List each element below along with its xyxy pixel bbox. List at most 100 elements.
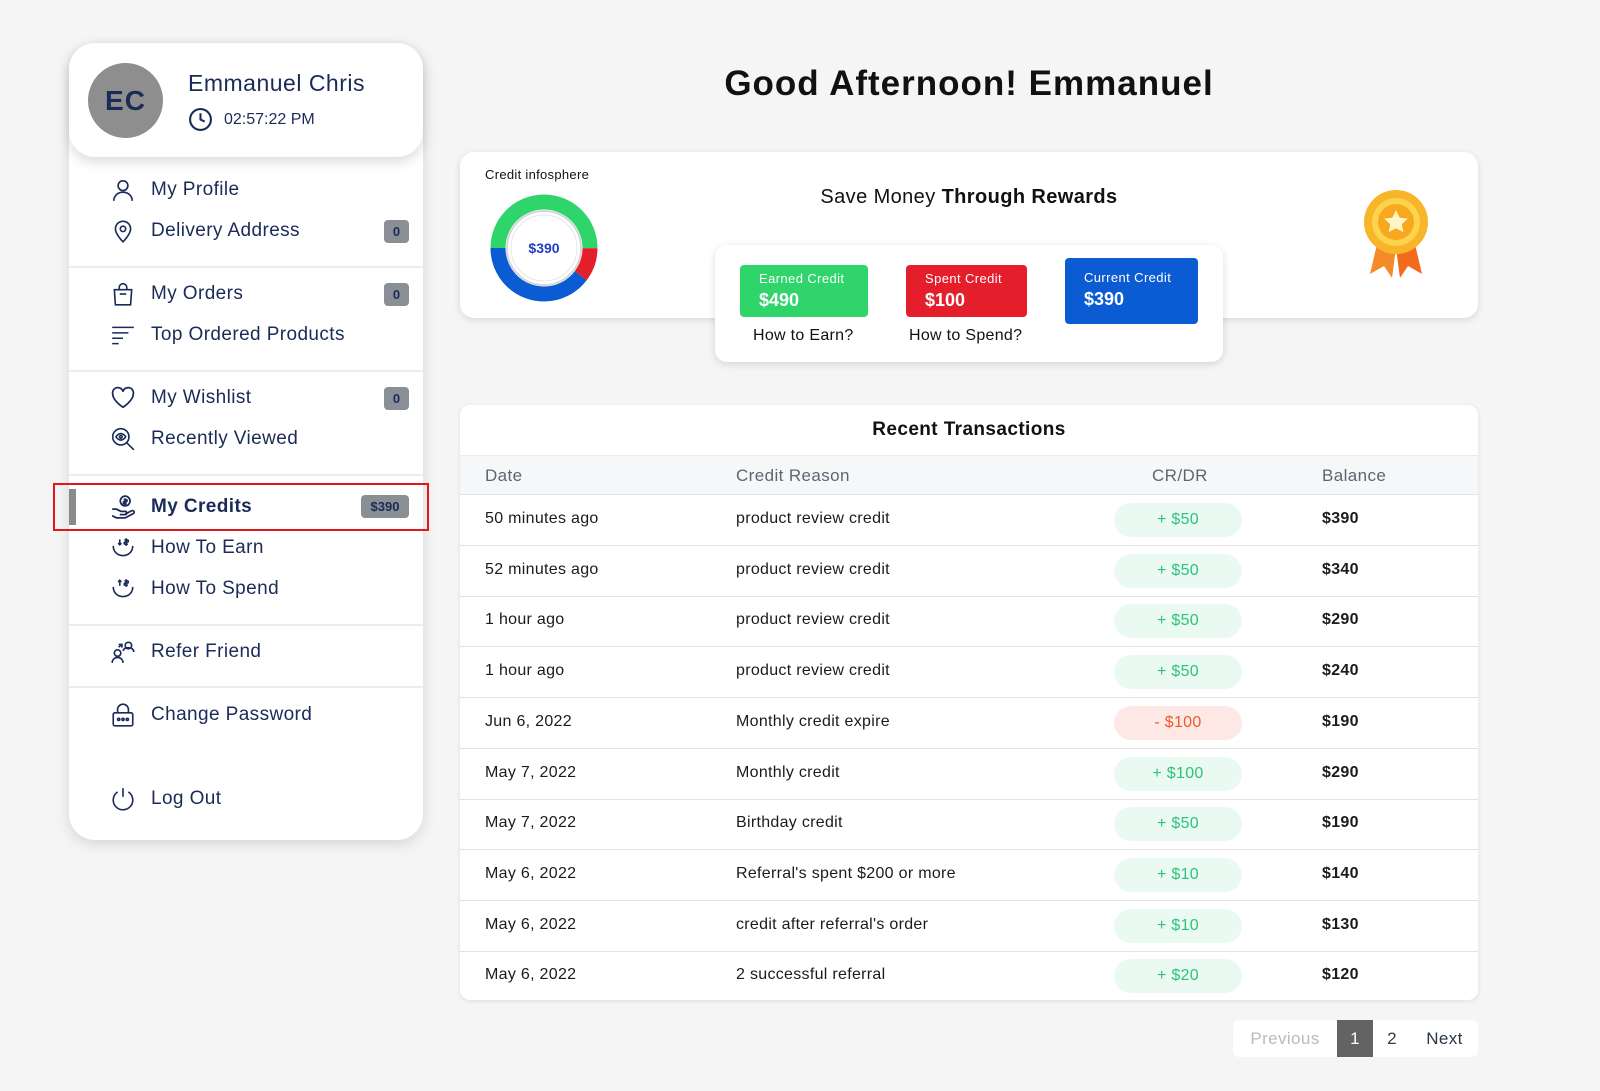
divider [69,474,423,476]
page-title: Good Afternoon! Emmanuel [724,64,1214,103]
sidebar-item-label: My Credits [151,496,253,517]
coin-in-icon [109,534,137,562]
row-reason: product review credit [736,611,890,628]
sidebar-item-label: My Orders [151,283,244,304]
credit-amount-pill: + $50 [1114,807,1242,841]
table-row: May 7, 2022 Birthday credit $190 + $50 [460,799,1478,850]
count-badge: 0 [384,283,409,306]
page-1-button[interactable]: 1 [1337,1020,1373,1057]
credits-badge: $390 [361,495,409,518]
spent-credit-value: $100 [925,290,966,310]
clock-icon [189,108,212,131]
donut-segment-current [490,194,598,302]
search-eye-icon [109,425,137,453]
infosphere-label: Credit infosphere [485,167,590,182]
sidebar-item-my-orders[interactable]: My Orders 0 [109,278,409,310]
current-credit-value: $390 [1084,289,1125,309]
divider [69,266,423,268]
avatar: EC [88,63,163,138]
row-reason: credit after referral's order [736,916,929,933]
transactions-panel: Recent Transactions Date Credit Reason C… [460,405,1478,1000]
row-reason: Monthly credit expire [736,713,890,730]
current-credit-label: Current Credit [1084,270,1172,285]
sidebar-item-my-wishlist[interactable]: My Wishlist 0 [109,382,409,414]
sidebar-item-label: How To Earn [151,537,264,558]
row-date: May 6, 2022 [485,966,577,983]
how-to-spend-link[interactable]: How to Spend? [909,327,1023,344]
earned-credit-label: Earned Credit [759,271,845,286]
current-credit-card: Current Credit $390 [1065,258,1198,324]
header-balance: Balance [1322,466,1387,485]
divider [69,686,423,688]
rewards-title: Save Money Through Rewards [460,186,1478,209]
row-balance: $190 [1322,713,1359,730]
rewards-title-prefix: Save Money [820,186,936,208]
row-date: Jun 6, 2022 [485,713,572,730]
row-balance: $290 [1322,611,1359,628]
power-icon [109,785,137,813]
sidebar-item-refer-friend[interactable]: Refer Friend [109,636,409,668]
sidebar-item-log-out[interactable]: Log Out [109,783,409,815]
previous-page-button[interactable]: Previous [1250,1028,1320,1048]
credit-stats-box: Earned Credit $490 Spent Credit $100 Cur… [715,245,1223,362]
row-date: 1 hour ago [485,611,565,628]
profile-card: EC Emmanuel Chris 02:57:22 PM [69,43,423,157]
row-balance: $340 [1322,561,1359,578]
page-2-button[interactable]: 2 [1387,1028,1397,1048]
coin-out-icon [109,575,137,603]
heart-icon [109,384,137,412]
credit-amount-pill: + $50 [1114,655,1242,689]
row-balance: $120 [1322,966,1359,983]
earned-credit-card: Earned Credit $490 [740,265,868,317]
sidebar-item-label: Top Ordered Products [151,324,345,345]
sidebar-item-how-to-earn[interactable]: How To Earn [109,532,409,564]
next-page-button[interactable]: Next [1426,1028,1463,1048]
table-header: Date Credit Reason CR/DR Balance [460,455,1478,495]
row-date: 52 minutes ago [485,561,599,578]
table-row: 52 minutes ago product review credit $340 +… [460,546,1478,597]
header-date: Date [485,466,523,485]
active-indicator [69,489,76,525]
sidebar-item-my-credits[interactable]: My Credits $390 [109,491,409,523]
sidebar-item-label: My Profile [151,179,240,200]
sidebar-item-label: My Wishlist [151,387,252,408]
row-balance: $290 [1322,764,1359,781]
sidebar-item-how-to-spend[interactable]: How To Spend [109,573,409,605]
count-badge: 0 [384,387,409,410]
user-name: Emmanuel Chris [188,70,365,96]
table-row: 1 hour ago product review credit $290 + $50 [460,596,1478,647]
debit-amount-pill: - $100 [1114,706,1242,740]
credit-amount-pill: + $10 [1114,858,1242,892]
spent-credit-card: Spent Credit $100 [906,265,1027,317]
credit-amount-pill: + $10 [1114,909,1242,943]
sidebar-item-label: Change Password [151,704,313,725]
shopping-bag-icon [109,280,137,308]
sidebar-item-label: Delivery Address [151,220,300,241]
row-reason: product review credit [736,662,890,679]
sidebar-item-delivery-address[interactable]: Delivery Address 0 [109,215,409,247]
row-reason: 2 successful referral [736,966,886,983]
credit-donut: $390 [490,194,598,302]
pagination: Previous 1 2 Next [1233,1020,1478,1057]
sidebar-item-my-profile[interactable]: My Profile [109,174,409,206]
table-row: May 7, 2022 Monthly credit $290 + $100 [460,749,1478,800]
credit-amount-pill: + $100 [1114,757,1242,791]
credit-amount-pill: + $20 [1114,959,1242,993]
sidebar-item-top-ordered-products[interactable]: Top Ordered Products [109,319,409,351]
row-date: May 6, 2022 [485,865,577,882]
row-reason: product review credit [736,561,890,578]
row-reason: Birthday credit [736,814,843,831]
row-balance: $240 [1322,662,1359,679]
how-to-earn-link[interactable]: How to Earn? [753,327,854,344]
row-date: May 7, 2022 [485,764,577,781]
row-reason: product review credit [736,510,890,527]
sidebar-item-recently-viewed[interactable]: Recently Viewed [109,423,409,455]
table-row: Jun 6, 2022 Monthly credit expire $190 - $1… [460,698,1478,749]
header-credit-reason: Credit Reason [736,466,850,485]
row-balance: $140 [1322,865,1359,882]
credit-amount-pill: + $50 [1114,554,1242,588]
medal-icon [1364,190,1428,278]
sidebar-item-label: How To Spend [151,578,280,599]
sidebar-item-change-password[interactable]: Change Password [109,699,409,731]
row-reason: Referral's spent $200 or more [736,865,956,882]
